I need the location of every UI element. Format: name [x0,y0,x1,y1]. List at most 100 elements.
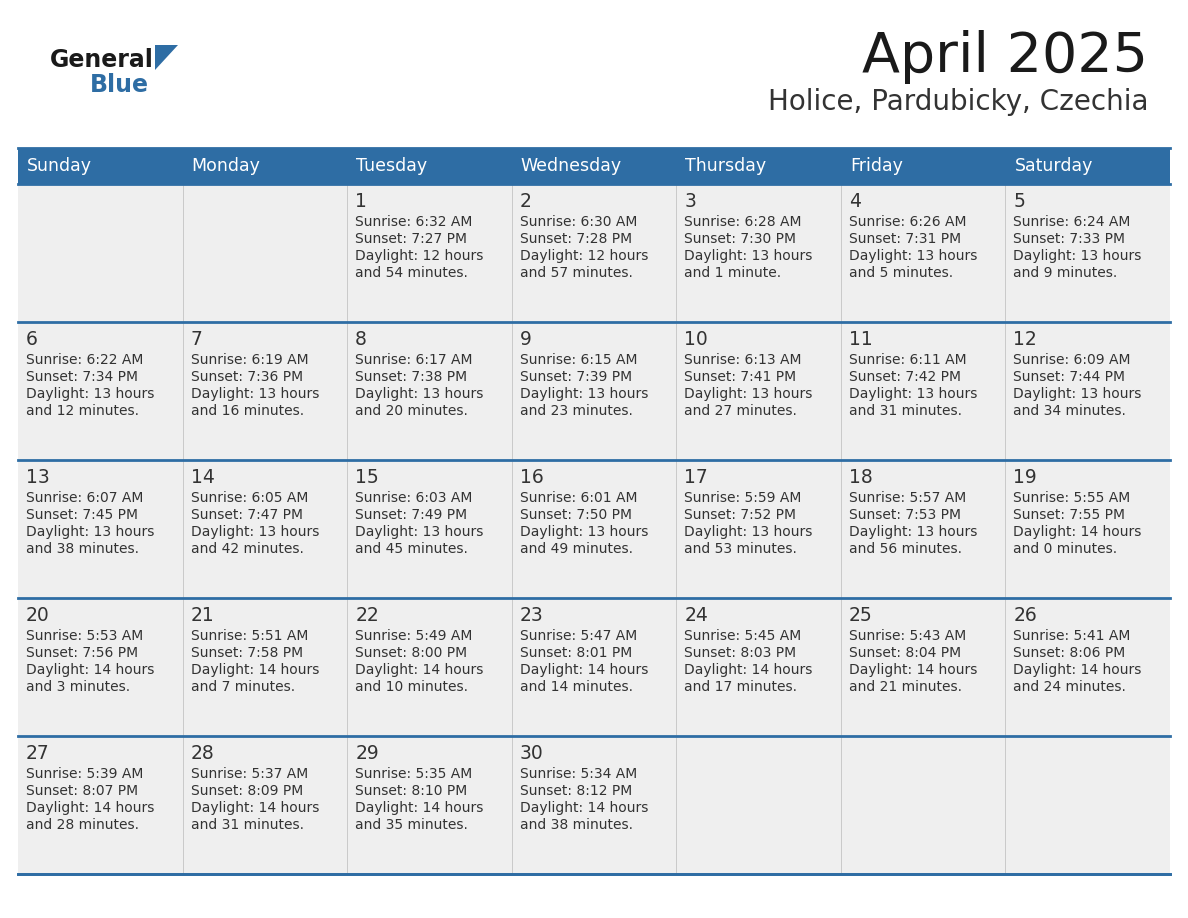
Text: and 9 minutes.: and 9 minutes. [1013,266,1118,280]
Text: Sunset: 7:58 PM: Sunset: 7:58 PM [190,646,303,660]
Text: Sunrise: 5:51 AM: Sunrise: 5:51 AM [190,629,308,643]
Text: Sunrise: 6:22 AM: Sunrise: 6:22 AM [26,353,144,367]
Bar [676,148,841,184]
Text: Sunset: 7:45 PM: Sunset: 7:45 PM [26,508,138,522]
Text: Sunrise: 6:09 AM: Sunrise: 6:09 AM [1013,353,1131,367]
Bar [347,148,512,184]
Text: 2: 2 [519,192,531,211]
Text: and 42 minutes.: and 42 minutes. [190,542,303,556]
Text: 27: 27 [26,744,50,763]
Text: 13: 13 [26,468,50,487]
Text: 11: 11 [849,330,873,349]
Text: Sunset: 7:39 PM: Sunset: 7:39 PM [519,370,632,384]
Text: 3: 3 [684,192,696,211]
Text: 23: 23 [519,606,543,625]
Text: 20: 20 [26,606,50,625]
Text: 24: 24 [684,606,708,625]
Text: 25: 25 [849,606,873,625]
Text: and 57 minutes.: and 57 minutes. [519,266,632,280]
Text: and 56 minutes.: and 56 minutes. [849,542,962,556]
Text: April 2025: April 2025 [862,30,1148,84]
Text: and 53 minutes.: and 53 minutes. [684,542,797,556]
Text: Daylight: 13 hours: Daylight: 13 hours [26,525,154,539]
Text: Sunrise: 6:11 AM: Sunrise: 6:11 AM [849,353,967,367]
Text: Daylight: 14 hours: Daylight: 14 hours [1013,525,1142,539]
Bar [1005,148,1170,184]
Text: and 20 minutes.: and 20 minutes. [355,404,468,418]
Text: Daylight: 13 hours: Daylight: 13 hours [684,387,813,401]
Text: and 38 minutes.: and 38 minutes. [519,818,633,832]
Text: Daylight: 14 hours: Daylight: 14 hours [519,801,649,815]
Text: Tuesday: Tuesday [356,157,428,175]
Text: Sunset: 7:31 PM: Sunset: 7:31 PM [849,232,961,246]
Text: and 17 minutes.: and 17 minutes. [684,680,797,694]
Text: Daylight: 14 hours: Daylight: 14 hours [190,663,318,677]
Text: Sunrise: 5:41 AM: Sunrise: 5:41 AM [1013,629,1131,643]
Text: Daylight: 13 hours: Daylight: 13 hours [849,387,978,401]
Text: 19: 19 [1013,468,1037,487]
Text: Sunrise: 6:03 AM: Sunrise: 6:03 AM [355,491,473,505]
Text: Daylight: 13 hours: Daylight: 13 hours [849,525,978,539]
Text: Daylight: 13 hours: Daylight: 13 hours [190,387,318,401]
Text: 26: 26 [1013,606,1037,625]
Text: Sunset: 7:42 PM: Sunset: 7:42 PM [849,370,961,384]
Text: and 3 minutes.: and 3 minutes. [26,680,131,694]
Text: Monday: Monday [191,157,260,175]
Bar [18,148,183,184]
Text: Sunrise: 6:24 AM: Sunrise: 6:24 AM [1013,215,1131,229]
Text: 7: 7 [190,330,202,349]
Text: Daylight: 14 hours: Daylight: 14 hours [26,663,154,677]
Text: Sunrise: 5:59 AM: Sunrise: 5:59 AM [684,491,802,505]
Text: 21: 21 [190,606,214,625]
Text: and 34 minutes.: and 34 minutes. [1013,404,1126,418]
Text: Sunrise: 6:28 AM: Sunrise: 6:28 AM [684,215,802,229]
Text: Daylight: 13 hours: Daylight: 13 hours [1013,387,1142,401]
Text: Friday: Friday [849,157,903,175]
Text: 5: 5 [1013,192,1025,211]
Text: Saturday: Saturday [1015,157,1093,175]
Text: Sunrise: 6:05 AM: Sunrise: 6:05 AM [190,491,308,505]
Text: Daylight: 12 hours: Daylight: 12 hours [519,249,649,263]
Text: Sunrise: 5:39 AM: Sunrise: 5:39 AM [26,767,144,781]
Text: Sunset: 7:36 PM: Sunset: 7:36 PM [190,370,303,384]
Text: Sunrise: 5:37 AM: Sunrise: 5:37 AM [190,767,308,781]
Text: Daylight: 14 hours: Daylight: 14 hours [684,663,813,677]
Text: Sunset: 8:07 PM: Sunset: 8:07 PM [26,784,138,798]
Text: Sunset: 7:56 PM: Sunset: 7:56 PM [26,646,138,660]
Text: and 35 minutes.: and 35 minutes. [355,818,468,832]
Text: and 24 minutes.: and 24 minutes. [1013,680,1126,694]
Text: Daylight: 13 hours: Daylight: 13 hours [1013,249,1142,263]
Text: Daylight: 14 hours: Daylight: 14 hours [519,663,649,677]
Text: Wednesday: Wednesday [520,157,621,175]
Text: and 38 minutes.: and 38 minutes. [26,542,139,556]
Text: Daylight: 13 hours: Daylight: 13 hours [519,387,649,401]
Text: and 10 minutes.: and 10 minutes. [355,680,468,694]
Text: Daylight: 14 hours: Daylight: 14 hours [26,801,154,815]
Text: Sunrise: 5:43 AM: Sunrise: 5:43 AM [849,629,966,643]
Text: Sunset: 8:00 PM: Sunset: 8:00 PM [355,646,467,660]
Text: Daylight: 14 hours: Daylight: 14 hours [190,801,318,815]
Text: Sunset: 7:27 PM: Sunset: 7:27 PM [355,232,467,246]
Text: 30: 30 [519,744,543,763]
Text: 16: 16 [519,468,543,487]
Text: Daylight: 13 hours: Daylight: 13 hours [684,525,813,539]
Text: 4: 4 [849,192,861,211]
Text: Daylight: 13 hours: Daylight: 13 hours [849,249,978,263]
Text: Sunset: 8:03 PM: Sunset: 8:03 PM [684,646,796,660]
Text: Sunrise: 6:26 AM: Sunrise: 6:26 AM [849,215,966,229]
Text: 12: 12 [1013,330,1037,349]
Text: Sunset: 7:34 PM: Sunset: 7:34 PM [26,370,138,384]
Text: Sunset: 7:47 PM: Sunset: 7:47 PM [190,508,303,522]
Text: 15: 15 [355,468,379,487]
Text: and 28 minutes.: and 28 minutes. [26,818,139,832]
Text: and 54 minutes.: and 54 minutes. [355,266,468,280]
Text: Sunrise: 5:53 AM: Sunrise: 5:53 AM [26,629,144,643]
Text: Daylight: 13 hours: Daylight: 13 hours [355,387,484,401]
Text: Sunset: 8:12 PM: Sunset: 8:12 PM [519,784,632,798]
Text: Sunset: 8:04 PM: Sunset: 8:04 PM [849,646,961,660]
Text: and 21 minutes.: and 21 minutes. [849,680,962,694]
Polygon shape [154,45,178,70]
Text: 17: 17 [684,468,708,487]
Text: Daylight: 13 hours: Daylight: 13 hours [26,387,154,401]
Text: and 49 minutes.: and 49 minutes. [519,542,633,556]
